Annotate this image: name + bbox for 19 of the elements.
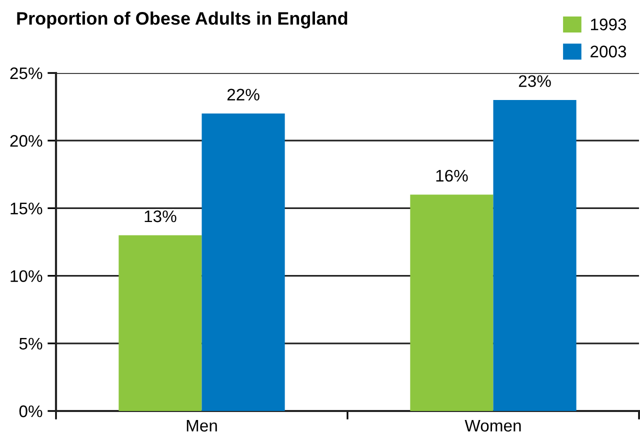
chart-title: Proportion of Obese Adults in England <box>17 12 348 28</box>
data-label: 16% <box>436 170 468 182</box>
y-tick-label: 20% <box>10 135 42 147</box>
bar <box>118 235 202 411</box>
data-label: 23% <box>518 75 551 88</box>
bar <box>493 100 576 411</box>
y-tick-label: 15% <box>10 202 42 214</box>
y-tick-label: 0% <box>19 405 42 418</box>
y-tick-label: 5% <box>19 338 42 350</box>
x-tick-label: Women <box>464 420 521 432</box>
legend-label: 2003 <box>590 46 626 58</box>
x-tick-label: Men <box>186 420 217 432</box>
bar <box>202 114 285 411</box>
data-label: 22% <box>227 88 260 100</box>
y-tick-label: 25% <box>10 67 42 80</box>
bar <box>410 194 494 411</box>
data-label: 13% <box>144 210 176 222</box>
y-tick-label: 10% <box>10 270 42 282</box>
legend-label: 1993 <box>591 18 626 30</box>
